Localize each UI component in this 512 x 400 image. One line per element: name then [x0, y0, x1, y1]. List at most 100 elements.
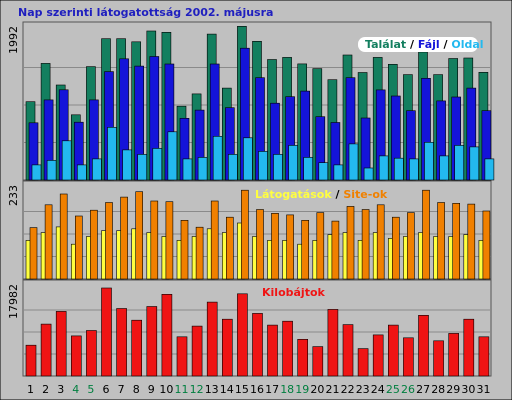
y-max-label: 1992	[7, 26, 20, 54]
legend-entry: /	[406, 38, 418, 51]
x-tick-label: 5	[87, 383, 94, 396]
x-tick-label: 27	[416, 383, 430, 396]
bar-hits-oldal-13	[212, 136, 223, 181]
y-max-label: 17982	[7, 284, 20, 319]
bar-kb-kilobájtok-3	[55, 311, 67, 377]
bar-hits-oldal-19	[303, 157, 314, 181]
bar-visits-site-ok-3	[59, 193, 68, 280]
bar-kb-kilobájtok-17	[267, 324, 278, 377]
x-tick-label: 14	[220, 383, 234, 396]
x-tick-label: 22	[341, 383, 355, 396]
bar-hits-oldal-31	[484, 158, 495, 181]
bar-hits-oldal-11	[182, 158, 193, 181]
bar-visits-site-ok-10	[165, 201, 174, 280]
bar-visits-site-ok-5	[90, 209, 98, 280]
legend-entry: /	[440, 38, 452, 51]
x-tick-label: 3	[57, 383, 64, 396]
x-tick-label: 9	[148, 383, 155, 396]
x-tick-label: 10	[159, 383, 173, 396]
bar-kb-kilobájtok-10	[161, 293, 173, 377]
bar-kb-kilobájtok-12	[191, 325, 203, 377]
bar-visits-site-ok-14	[226, 216, 234, 280]
x-tick-label: 4	[72, 383, 79, 396]
bar-visits-site-ok-12	[195, 226, 204, 280]
x-tick-label: 8	[133, 383, 140, 396]
bar-visits-site-ok-15	[241, 189, 249, 280]
bar-kb-kilobájtok-24	[372, 334, 384, 377]
bar-visits-site-ok-16	[256, 209, 264, 280]
bar-visits-site-ok-23	[361, 209, 370, 280]
x-tick-label: 20	[310, 383, 324, 396]
bar-kb-kilobájtok-31	[478, 336, 490, 377]
bar-visits-site-ok-25	[391, 216, 400, 280]
bar-visits-site-ok-28	[437, 202, 445, 280]
x-tick-label: 15	[235, 383, 249, 396]
bar-hits-oldal-6	[107, 127, 117, 181]
bar-hits-oldal-25	[393, 157, 404, 181]
bar-kb-kilobájtok-2	[40, 323, 52, 377]
visits-panel: 233 Látogatások / Site-ok	[7, 180, 492, 280]
bar-hits-oldal-28	[439, 155, 449, 181]
bar-visits-site-ok-26	[407, 212, 415, 280]
bar-hits-oldal-24	[378, 155, 389, 181]
bar-hits-oldal-20	[318, 162, 329, 181]
x-tick-label: 6	[103, 383, 110, 396]
bar-visits-site-ok-11	[180, 220, 189, 280]
legend-entry: Fájl	[418, 38, 440, 51]
bar-visits-site-ok-8	[135, 191, 143, 280]
bar-hits-oldal-8	[137, 154, 147, 181]
x-tick-label: 7	[118, 383, 125, 396]
bar-kb-kilobájtok-11	[176, 336, 188, 377]
legend-entry: Kilobájtok	[262, 286, 326, 299]
bar-kb-kilobájtok-1	[25, 344, 37, 377]
bar-kb-kilobájtok-19	[297, 338, 309, 377]
bar-kb-kilobájtok-29	[448, 333, 460, 377]
x-tick-label: 31	[477, 383, 491, 396]
bar-hits-oldal-22	[348, 143, 359, 181]
bar-hits-oldal-23	[363, 167, 374, 181]
bar-visits-site-ok-21	[331, 220, 340, 280]
x-tick-label: 19	[295, 383, 309, 396]
bar-visits-site-ok-13	[210, 200, 219, 280]
bar-hits-oldal-30	[469, 146, 480, 181]
bar-kb-kilobájtok-15	[237, 293, 248, 377]
legend-entry: /	[332, 188, 344, 201]
x-tick-label: 18	[280, 383, 294, 396]
x-tick-label: 21	[326, 383, 340, 396]
x-tick-label: 29	[446, 383, 460, 396]
bar-hits-oldal-9	[152, 148, 163, 181]
x-tick-label: 1	[27, 383, 34, 396]
bar-hits-oldal-21	[333, 164, 344, 181]
bar-hits-oldal-14	[228, 154, 238, 181]
bar-visits-site-ok-27	[422, 189, 430, 280]
legend: Látogatások / Site-ok	[255, 188, 388, 201]
bar-kb-kilobájtok-6	[101, 287, 112, 377]
bar-kb-kilobájtok-27	[418, 314, 429, 377]
bar-hits-oldal-7	[122, 149, 132, 181]
bar-kb-kilobájtok-26	[403, 337, 414, 377]
bar-kb-kilobájtok-16	[252, 313, 263, 377]
x-axis: 1 2 3 4 5 6 7 8 9 10 11 12 13 14 15 16 17 18 19 20 21 22 23 24 2…	[27, 383, 491, 396]
x-tick-label: 17	[265, 383, 279, 396]
bar-kb-kilobájtok-7	[116, 308, 127, 377]
x-tick-label: 26	[401, 383, 415, 396]
bar-hits-oldal-27	[424, 142, 434, 181]
bar-visits-site-ok-24	[376, 204, 385, 280]
bar-hits-oldal-18	[288, 145, 298, 181]
bar-visits-site-ok-20	[316, 212, 325, 280]
legend-entry: Site-ok	[343, 188, 388, 201]
bar-hits-oldal-17	[273, 154, 283, 181]
x-tick-label: 13	[205, 383, 219, 396]
bar-kb-kilobájtok-28	[433, 340, 444, 377]
legend-entry: Oldal	[451, 38, 483, 51]
bar-kb-kilobájtok-13	[206, 301, 218, 377]
bar-hits-oldal-4	[77, 164, 87, 181]
x-tick-label: 11	[175, 383, 189, 396]
bar-visits-site-ok-29	[452, 203, 461, 280]
x-tick-label: 25	[386, 383, 400, 396]
bar-visits-site-ok-1	[29, 227, 38, 280]
bar-kb-kilobájtok-20	[312, 346, 324, 377]
legend: Találat / Fájl / Oldal	[365, 38, 484, 51]
bar-kb-kilobájtok-25	[387, 324, 399, 377]
legend-entry: Találat	[365, 38, 406, 51]
